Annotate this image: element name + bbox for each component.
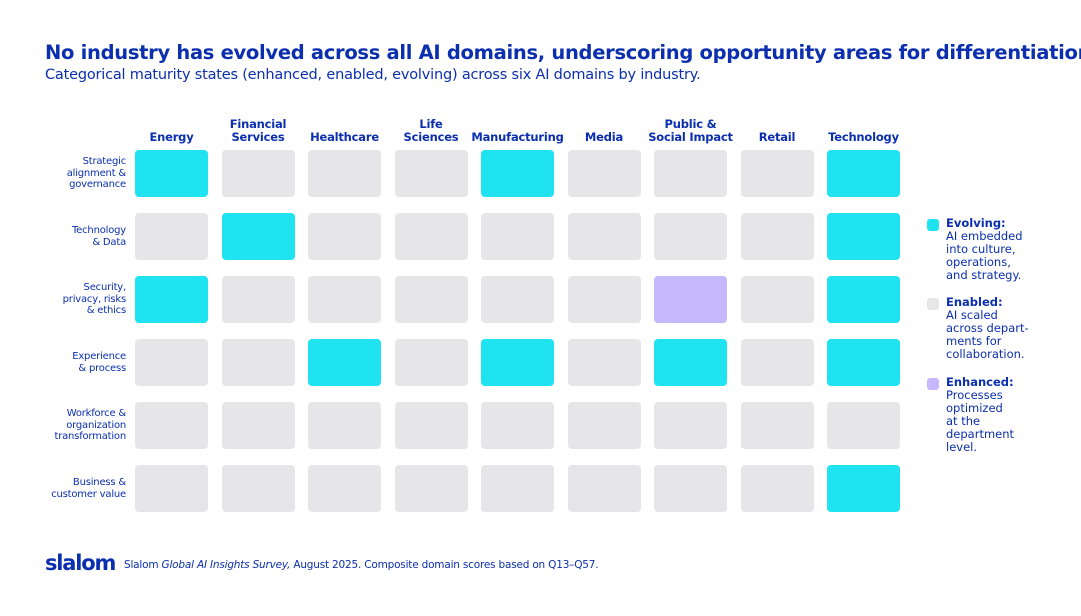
column-header: Life Sciences: [403, 117, 459, 144]
heatmap-cell-enabled: [308, 465, 381, 512]
heatmap-cell-enabled: [221, 276, 295, 323]
heatmap-cell-enabled: [394, 276, 468, 323]
row-header: Business & customer value: [51, 477, 126, 500]
heatmap-cell-enabled: [654, 150, 727, 197]
column-header: Technology: [828, 130, 899, 144]
heatmap-cell-enabled: [221, 339, 295, 386]
heatmap-cell-enabled: [481, 402, 554, 449]
legend-text: Evolving: AI embedded into culture, opera…: [946, 217, 1056, 282]
source-note: Slalom Global AI Insights Survey, August…: [124, 559, 599, 571]
heatmap-cell-enabled: [394, 150, 468, 197]
heatmap-cell-evolving: [221, 213, 295, 260]
heatmap-cell-enabled: [135, 213, 208, 260]
heatmap-cell-enabled: [308, 276, 381, 323]
heatmap-cell-enabled: [567, 150, 641, 197]
chart-title: No industry has evolved across all AI do…: [45, 41, 1081, 64]
legend-text: Enhanced: Processes optimized at the depa…: [946, 376, 1056, 454]
heatmap-cell-enabled: [740, 150, 814, 197]
row-header: Experience & process: [72, 351, 126, 374]
source-prefix: Slalom: [124, 559, 162, 571]
heatmap-cell-enabled: [221, 150, 295, 197]
heatmap-cell-evolving: [135, 276, 208, 323]
row-header: Strategic alignment & governance: [66, 156, 127, 191]
legend-swatch: [927, 378, 939, 390]
heatmap-cell-evolving: [827, 465, 900, 512]
legend-swatch: [927, 219, 939, 231]
heatmap-cell-enabled: [308, 213, 381, 260]
heatmap-cell-enabled: [481, 276, 554, 323]
heatmap-cell-enabled: [135, 465, 208, 512]
row-header: Security, privacy, risks & ethics: [62, 282, 127, 317]
heatmap-cell-evolving: [481, 339, 554, 386]
heatmap-cell-enabled: [567, 276, 641, 323]
heatmap-cell-enabled: [308, 402, 381, 449]
legend-description: AI embedded into culture, operations, an…: [946, 229, 1023, 282]
heatmap-cell-enabled: [740, 213, 814, 260]
row-header: Workforce & organization transformation: [54, 408, 126, 443]
column-header: Manufacturing: [471, 130, 564, 144]
heatmap-cell-enabled: [221, 465, 295, 512]
heatmap-cell-enabled: [481, 465, 554, 512]
heatmap-cell-enabled: [394, 213, 468, 260]
heatmap-cell-enhanced: [654, 276, 727, 323]
heatmap-cell-enabled: [654, 465, 727, 512]
column-header: Energy: [149, 130, 194, 144]
heatmap-cell-enabled: [567, 465, 641, 512]
source-title: Global AI Insights Survey,: [161, 559, 291, 571]
heatmap-cell-evolving: [827, 276, 900, 323]
column-header: Media: [584, 130, 624, 144]
heatmap-cell-evolving: [135, 150, 208, 197]
heatmap-cell-enabled: [567, 213, 641, 260]
column-header: Public & Social Impact: [648, 117, 733, 144]
slalom-logo: slalom: [45, 551, 116, 575]
heatmap-cell-enabled: [740, 402, 814, 449]
legend-description: AI scaled across depart- ments for colla…: [946, 308, 1029, 361]
column-header: Retail: [758, 130, 796, 144]
legend-description: Processes optimized at the department le…: [946, 388, 1015, 454]
heatmap-cell-evolving: [481, 150, 554, 197]
heatmap-cell-enabled: [740, 339, 814, 386]
chart-subtitle: Categorical maturity states (enhanced, e…: [45, 67, 701, 83]
heatmap-cell-enabled: [567, 402, 641, 449]
heatmap-cell-enabled: [221, 402, 295, 449]
heatmap-cell-evolving: [827, 150, 900, 197]
heatmap-cell-enabled: [308, 150, 381, 197]
legend-label: Enabled:: [946, 295, 1003, 309]
heatmap-cell-enabled: [135, 402, 208, 449]
heatmap-cell-enabled: [394, 465, 468, 512]
heatmap-cell-enabled: [567, 339, 641, 386]
heatmap-cell-enabled: [740, 276, 814, 323]
legend-label: Enhanced:: [946, 375, 1014, 389]
heatmap-cell-enabled: [394, 402, 468, 449]
legend-label: Evolving:: [946, 216, 1006, 230]
row-header: Technology & Data: [71, 225, 126, 248]
column-header: Financial Services: [229, 117, 287, 144]
column-header: Healthcare: [310, 130, 379, 144]
source-suffix: August 2025. Composite domain scores bas…: [290, 559, 599, 571]
heatmap-cell-evolving: [654, 339, 727, 386]
legend-text: Enabled: AI scaled across depart- ments f…: [946, 296, 1056, 361]
heatmap-cell-enabled: [827, 402, 900, 449]
heatmap-cell-evolving: [827, 339, 900, 386]
heatmap-cell-evolving: [827, 213, 900, 260]
heatmap-cell-enabled: [481, 213, 554, 260]
heatmap-cell-enabled: [654, 213, 727, 260]
heatmap-cell-enabled: [135, 339, 208, 386]
heatmap-cell-evolving: [308, 339, 381, 386]
legend-swatch: [927, 298, 939, 310]
heatmap-cell-enabled: [654, 402, 727, 449]
heatmap-cell-enabled: [394, 339, 468, 386]
heatmap-cell-enabled: [740, 465, 814, 512]
